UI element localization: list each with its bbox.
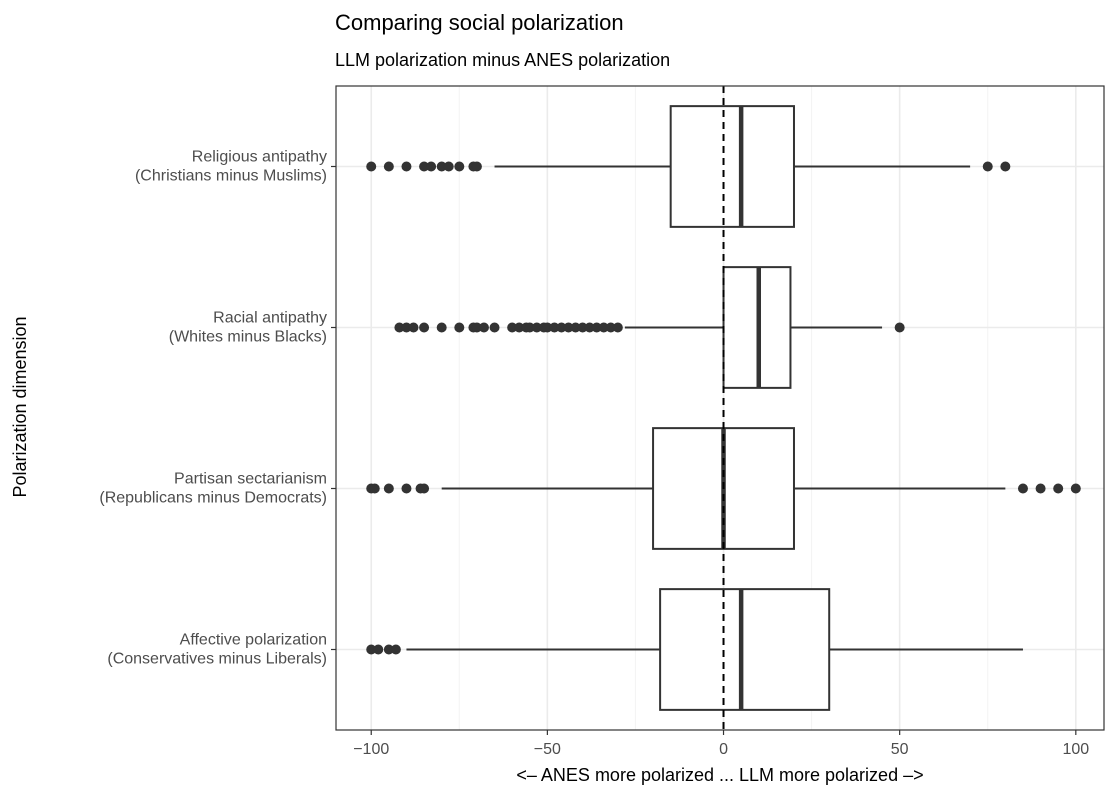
outlier-point [394, 322, 405, 333]
x-tick-label: −100 [353, 741, 389, 758]
outlier-point [514, 322, 525, 333]
y-tick-label: (Conservatives minus Liberals) [107, 651, 327, 668]
outlier-point [1035, 483, 1046, 494]
outlier-point [1053, 483, 1064, 494]
x-axis-label: <– ANES more polarized ... LLM more pola… [516, 765, 923, 785]
x-tick-label: 50 [891, 741, 909, 758]
box-group [366, 588, 1023, 711]
outlier-point [598, 322, 609, 333]
outlier-point [478, 322, 489, 333]
outlier-point [419, 161, 430, 172]
outlier-point [401, 161, 412, 172]
x-tick-label: −50 [534, 741, 561, 758]
outlier-point [982, 161, 993, 172]
outlier-point [366, 161, 377, 172]
outlier-point [419, 322, 430, 333]
y-tick-label: Partisan sectarianism [174, 471, 327, 488]
outlier-point [383, 161, 394, 172]
outlier-point [1070, 483, 1081, 494]
y-axis-label: Polarization dimension [10, 316, 30, 497]
y-tick-label: Racial antipathy [213, 310, 327, 327]
outlier-point [454, 322, 465, 333]
outlier-point [383, 644, 394, 655]
plot-area: −100 −50 0 50 100 Religious antipathy (Christi… [99, 85, 1105, 758]
outlier-point [591, 322, 602, 333]
x-tick-label: 100 [1062, 741, 1089, 758]
outlier-point [369, 483, 380, 494]
y-tick-label: Affective polarization [180, 632, 327, 649]
outlier-point [584, 322, 595, 333]
outlier-point [542, 322, 553, 333]
chart-title: Comparing social polarization [335, 10, 624, 35]
outlier-point [383, 483, 394, 494]
outlier-point [556, 322, 567, 333]
outlier-point [570, 322, 581, 333]
outlier-point [531, 322, 542, 333]
box-iqr [669, 105, 795, 228]
outlier-point [419, 483, 430, 494]
outlier-point [1000, 161, 1011, 172]
outlier-point [471, 322, 482, 333]
outlier-point [549, 322, 560, 333]
outlier-point [524, 322, 535, 333]
chart-subtitle: LLM polarization minus ANES polarization [335, 50, 670, 70]
outlier-point [443, 161, 454, 172]
box-group [394, 266, 905, 389]
outlier-point [401, 483, 412, 494]
outlier-point [507, 322, 518, 333]
y-tick-label: Religious antipathy [192, 149, 327, 166]
outlier-point [1017, 483, 1028, 494]
box-group [366, 105, 1011, 228]
outlier-point [577, 322, 588, 333]
plot-border [335, 85, 1105, 731]
box-iqr [659, 588, 831, 711]
outlier-point [894, 322, 905, 333]
outlier-point [563, 322, 574, 333]
outlier-point [426, 161, 437, 172]
outlier-point [373, 644, 384, 655]
y-tick-label: (Whites minus Blacks) [169, 329, 327, 346]
outlier-point [489, 322, 500, 333]
outlier-point [454, 161, 465, 172]
x-tick-label: 0 [719, 741, 728, 758]
y-tick-label: (Republicans minus Democrats) [99, 490, 327, 507]
outlier-point [436, 161, 447, 172]
outlier-point [605, 322, 616, 333]
outlier-point [408, 322, 419, 333]
outlier-point [366, 644, 377, 655]
outlier-point [390, 644, 401, 655]
y-tick-label: (Christians minus Muslims) [135, 168, 327, 185]
outlier-point [401, 322, 412, 333]
outlier-point [612, 322, 623, 333]
outlier-point [436, 322, 447, 333]
outlier-point [471, 161, 482, 172]
